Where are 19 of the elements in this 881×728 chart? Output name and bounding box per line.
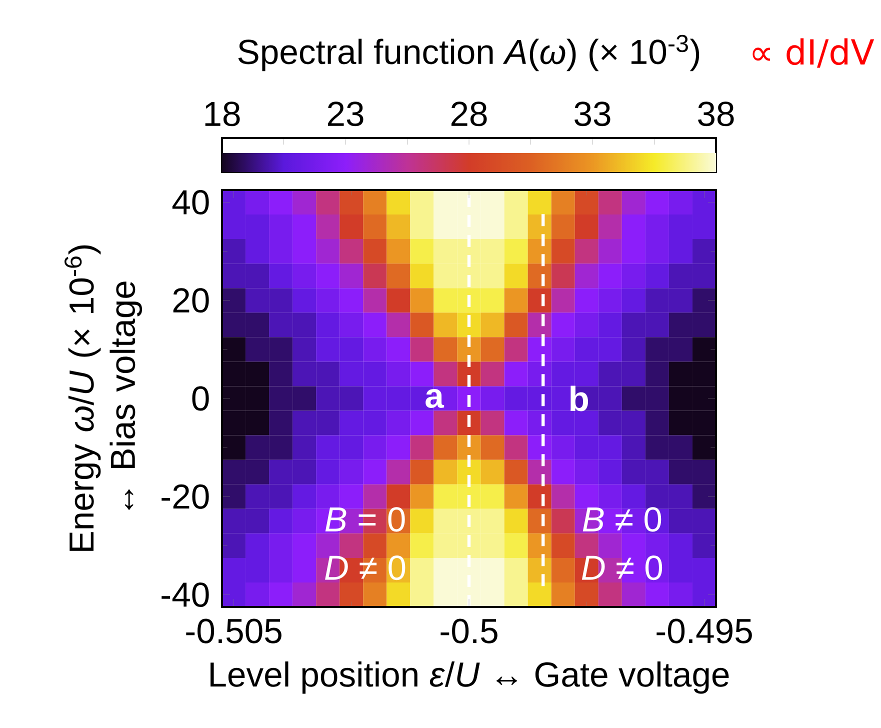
x-tick-label: -0.505 — [186, 618, 282, 644]
color-bar-label: 28 — [451, 102, 487, 126]
color-bar-label: 23 — [328, 102, 364, 126]
text: ∝ dI/dV — [752, 38, 874, 68]
y-tick-label: -20 — [162, 484, 209, 509]
color-bar-title: Spectral function A(ω) (× 10$^{-3}$) — [238, 34, 700, 72]
y-tick-label: 0 — [192, 386, 209, 411]
y-tick-label: 20 — [173, 288, 209, 313]
color-bar-label: 18 — [205, 102, 240, 126]
x-tick-label: -0.5 — [440, 618, 498, 644]
x-tick-label: -0.495 — [656, 618, 752, 644]
y-tick-label: 40 — [172, 190, 209, 215]
x-axis-title: Level position ε/U ↔ Gate voltage — [210, 661, 729, 694]
color-bar-label: 33 — [574, 102, 610, 126]
color-bar-label: 38 — [698, 102, 734, 126]
ref-line-label: a — [426, 389, 444, 408]
y-tick-label: -40 — [162, 582, 209, 608]
annotation: B ≠ 0 — [582, 507, 662, 532]
annotation: b — [570, 386, 588, 412]
